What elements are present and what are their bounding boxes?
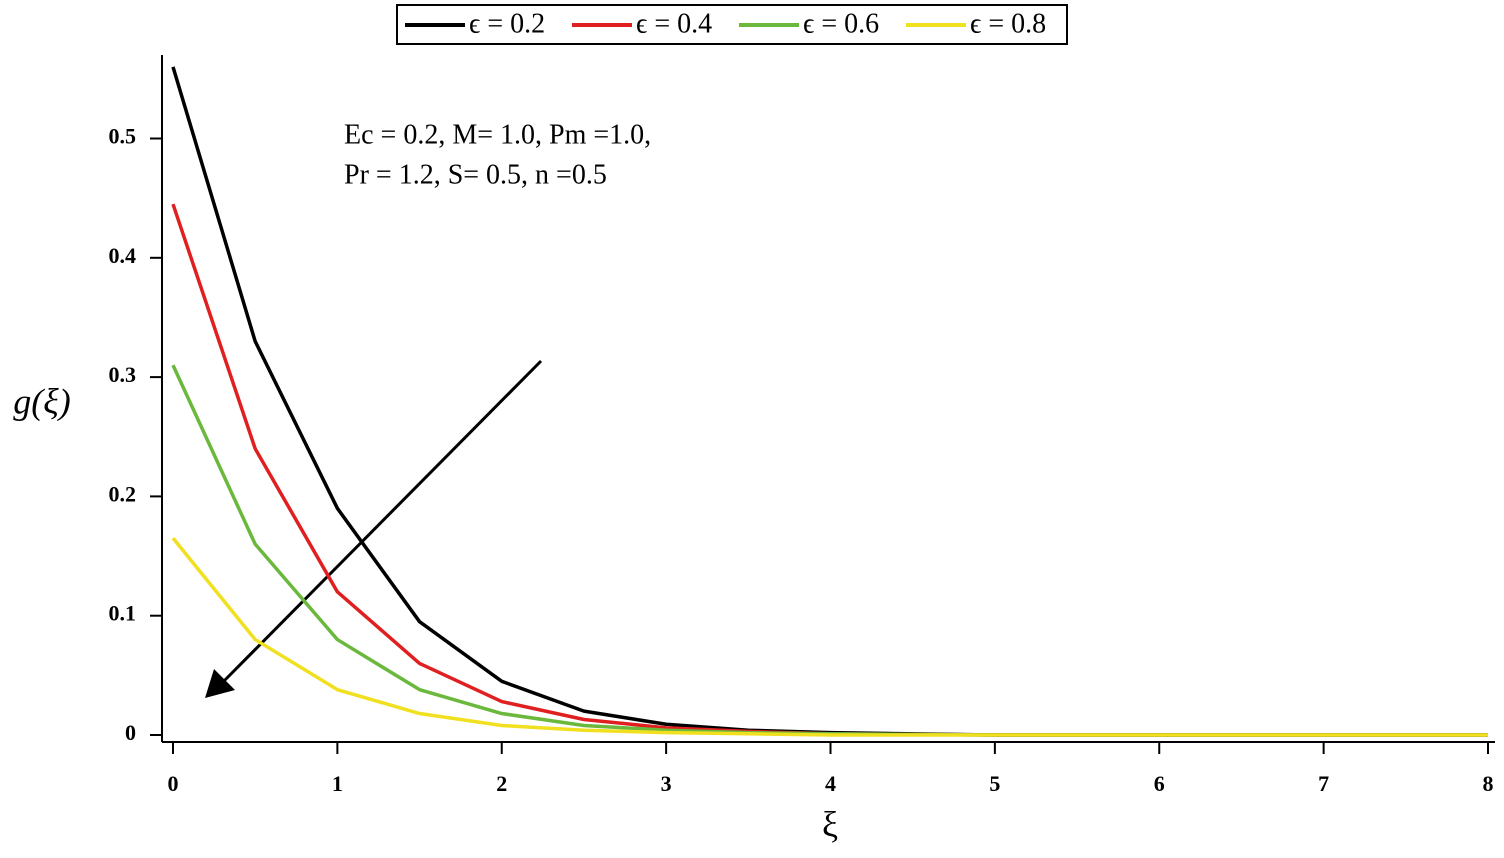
arrow-shaft [220, 359, 543, 685]
legend-label: ϵ = 0.2 [469, 8, 545, 39]
x-tick-label: 8 [1483, 771, 1494, 796]
legend-label: ϵ = 0.8 [970, 8, 1046, 39]
x-tick-label: 6 [1154, 771, 1165, 796]
y-tick-label: 0.2 [109, 481, 137, 506]
series-line [171, 203, 1488, 737]
legend-label: ϵ = 0.6 [803, 8, 879, 39]
arrow [205, 359, 543, 698]
x-axis-label: ξ [822, 804, 838, 844]
series-line [171, 364, 1488, 737]
x-tick-label: 0 [168, 771, 179, 796]
x-tick-label: 5 [989, 771, 1000, 796]
annotation: Pr = 1.2, S= 0.5, n =0.5 [344, 159, 607, 190]
x-tick-label: 1 [332, 771, 343, 796]
y-tick-label: 0 [125, 720, 136, 745]
y-tick-label: 0.4 [109, 243, 137, 268]
y-tick-label: 0.5 [109, 124, 137, 149]
y-tick-label: 0.1 [109, 601, 137, 626]
x-tick-label: 7 [1318, 771, 1329, 796]
x-tick-label: 3 [661, 771, 672, 796]
x-tick-label: 2 [496, 771, 507, 796]
x-tick-label: 4 [825, 771, 836, 796]
y-axis-label: g(ξ) [13, 381, 70, 421]
series-line [171, 537, 1488, 737]
arrow-head [205, 669, 235, 698]
legend-label: ϵ = 0.4 [636, 8, 712, 39]
annotation: Ec = 0.2, M= 1.0, Pm =1.0, [344, 119, 651, 150]
y-tick-label: 0.3 [109, 362, 137, 387]
